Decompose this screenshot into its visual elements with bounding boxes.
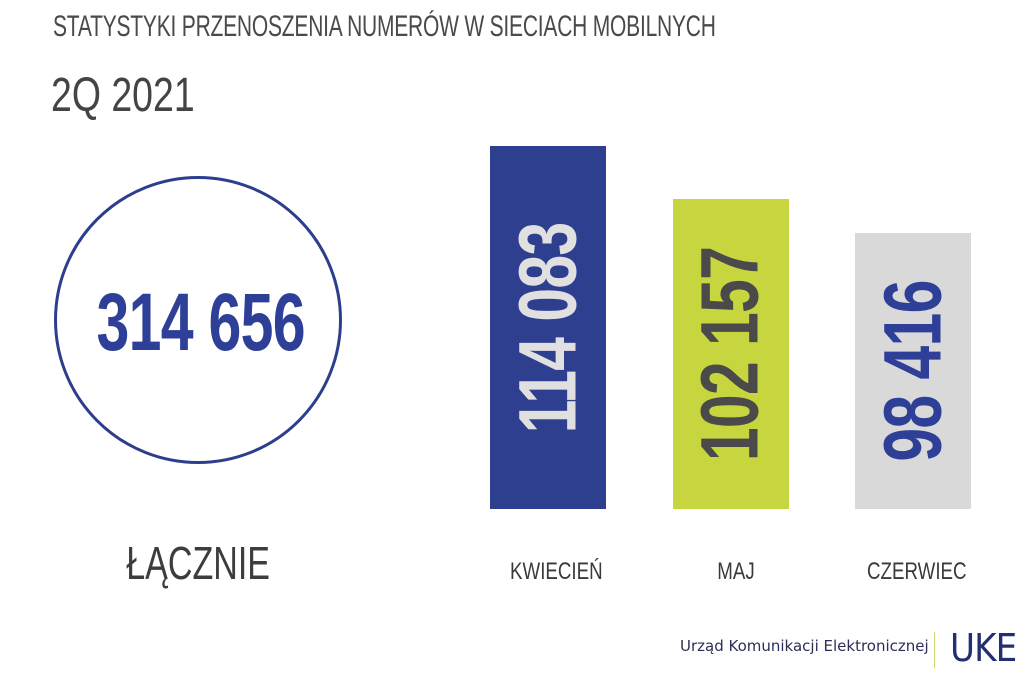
- category-label-june: CZERWIEC: [837, 558, 997, 586]
- total-label: ŁĄCZNIE: [126, 537, 270, 589]
- total-value: 314 656: [96, 277, 306, 368]
- chart-title: STATYSTYKI PRZENOSZENIA NUMERÓW W SIECIA…: [53, 10, 716, 43]
- category-label-april: KWIECIEŃ: [476, 558, 636, 586]
- total-value-wrap: 314 656: [57, 179, 345, 467]
- category-text: CZERWIEC: [867, 558, 967, 585]
- bar-may: 102 157: [673, 199, 789, 509]
- bar-value: 114 083: [502, 222, 594, 433]
- bar-value: 98 416: [867, 280, 958, 462]
- bar-april: 114 083: [490, 146, 606, 509]
- organization-name: Urząd Komunikacji Elektronicznej: [680, 637, 929, 655]
- category-text: KWIECIEŃ: [509, 558, 603, 585]
- footer-divider: [934, 632, 935, 668]
- uke-logo-text: UKE: [950, 626, 1017, 670]
- bar-june: 98 416: [855, 233, 971, 509]
- bar-value: 102 157: [685, 246, 777, 462]
- chart-period: 2Q 2021: [51, 69, 195, 122]
- total-label-wrap: ŁĄCZNIE: [98, 536, 298, 590]
- category-text: MAJ: [717, 558, 755, 585]
- category-label-may: MAJ: [656, 558, 816, 586]
- total-circle: 314 656: [54, 176, 342, 464]
- uke-logo: UKE: [950, 626, 1024, 670]
